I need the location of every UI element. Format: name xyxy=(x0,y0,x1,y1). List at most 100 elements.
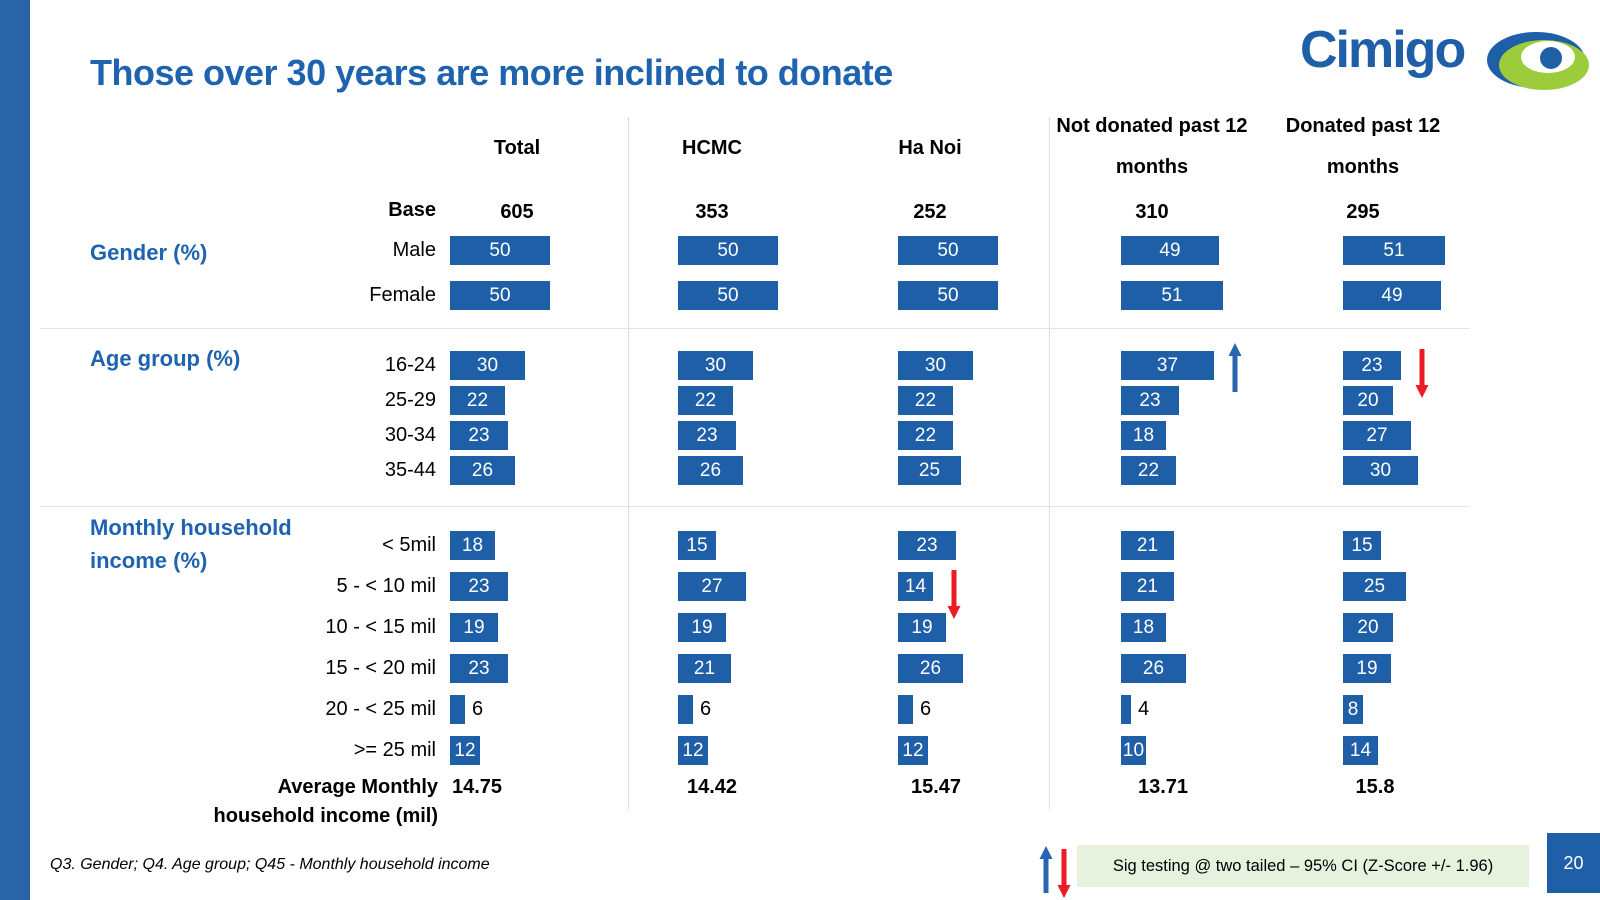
column-header: Ha Noi xyxy=(898,137,962,159)
row-label: 15 - < 20 mil xyxy=(325,657,436,679)
bar-value: 6 xyxy=(472,698,484,720)
bar: 23 xyxy=(450,421,508,450)
bar: 22 xyxy=(450,386,505,415)
bar: 50 xyxy=(678,236,778,265)
bar: 19 xyxy=(678,613,726,642)
row-label: 10 - < 15 mil xyxy=(325,616,436,638)
section-caption: Gender (%) xyxy=(90,240,208,265)
bar: 25 xyxy=(898,456,961,485)
bar-value: 20 xyxy=(1357,617,1379,638)
bar: 37 xyxy=(1121,351,1214,380)
bar-value: 25 xyxy=(1363,576,1386,597)
bar: 22 xyxy=(898,386,953,415)
bar-value: 30 xyxy=(924,355,947,376)
bar: 50 xyxy=(450,236,550,265)
bar: 50 xyxy=(898,281,998,310)
average-value: 15.47 xyxy=(910,776,962,798)
bar-value: 22 xyxy=(466,390,489,411)
row-label: < 5mil xyxy=(382,534,436,556)
bar-value: 22 xyxy=(694,390,717,411)
bar-value: 23 xyxy=(468,425,490,446)
bar: 21 xyxy=(1121,531,1174,560)
bar: 18 xyxy=(1121,421,1166,450)
bar-value: 18 xyxy=(461,535,484,556)
bar: 51 xyxy=(1121,281,1223,310)
sig-arrow-down-icon xyxy=(1414,349,1430,399)
bar-value: 19 xyxy=(911,617,933,638)
bar: 20 xyxy=(1343,613,1393,642)
average-value: 13.71 xyxy=(1137,776,1189,798)
bar: 15 xyxy=(1343,531,1381,560)
bar-value: 15 xyxy=(686,535,708,556)
bar-value: 12 xyxy=(454,740,476,761)
section-divider xyxy=(40,328,1470,329)
bar: 23 xyxy=(678,421,736,450)
bar: 22 xyxy=(898,421,953,450)
bar: 26 xyxy=(898,654,963,683)
bar: 20 xyxy=(1343,386,1393,415)
row-label: 35-44 xyxy=(384,459,436,481)
bar: 18 xyxy=(1121,613,1166,642)
bar-value: 15 xyxy=(1351,535,1373,556)
bar: 10 xyxy=(1121,736,1146,765)
row-label: 30-34 xyxy=(384,424,436,446)
row-label: 5 - < 10 mil xyxy=(336,575,436,597)
row-label: 20 - < 25 mil xyxy=(325,698,436,720)
page-number: 20 xyxy=(1547,833,1600,893)
bar-value: 26 xyxy=(471,460,494,481)
bar: 22 xyxy=(678,386,733,415)
bar-value: 26 xyxy=(1142,658,1165,679)
bar: 30 xyxy=(1343,456,1418,485)
section-caption: Age group (%) xyxy=(90,346,241,371)
bar: 12 xyxy=(898,736,928,765)
bar-value: 20 xyxy=(1357,390,1379,411)
bar-value: 14 xyxy=(1349,740,1372,761)
bar-value: 51 xyxy=(1383,240,1405,261)
bar-value: 4 xyxy=(1138,698,1150,720)
bar-value: 50 xyxy=(937,240,959,261)
bar: 22 xyxy=(1121,456,1176,485)
bar-value: 18 xyxy=(1132,425,1155,446)
bar: 12 xyxy=(678,736,708,765)
bar: 30 xyxy=(898,351,973,380)
bar xyxy=(678,695,693,724)
column-header: Not donated past 12 xyxy=(1056,115,1248,137)
base-value: 252 xyxy=(913,201,947,223)
column-header: Donated past 12 xyxy=(1285,115,1441,137)
bar-value: 50 xyxy=(937,285,959,306)
left-accent-stripe xyxy=(0,0,30,900)
section-divider xyxy=(40,506,1470,507)
row-label: Male xyxy=(392,239,436,261)
bar-value: 26 xyxy=(919,658,942,679)
bar-value: 10 xyxy=(1122,740,1145,761)
average-value: 15.8 xyxy=(1355,776,1395,798)
row-label: Female xyxy=(369,284,436,306)
bar-value: 30 xyxy=(704,355,727,376)
bar: 12 xyxy=(450,736,480,765)
bar: 30 xyxy=(678,351,753,380)
bar-value: 22 xyxy=(914,390,937,411)
base-label: Base xyxy=(388,199,436,221)
bar: 49 xyxy=(1121,236,1219,265)
bar: 23 xyxy=(1121,386,1179,415)
bar: 51 xyxy=(1343,236,1445,265)
bar-value: 51 xyxy=(1161,285,1183,306)
bar-value: 30 xyxy=(476,355,499,376)
footnote: Q3. Gender; Q4. Age group; Q45 - Monthly… xyxy=(50,856,490,873)
bar-value: 37 xyxy=(1156,355,1179,376)
bar: 25 xyxy=(1343,572,1406,601)
column-header: HCMC xyxy=(682,137,742,159)
bar-value: 30 xyxy=(1369,460,1392,481)
bar: 23 xyxy=(898,531,956,560)
column-header: months xyxy=(1115,156,1189,178)
bar: 14 xyxy=(1343,736,1378,765)
base-value: 310 xyxy=(1135,201,1169,223)
sig-testing-note: Sig testing @ two tailed – 95% CI (Z-Sco… xyxy=(1077,845,1529,887)
bar-value: 12 xyxy=(902,740,924,761)
bar: 18 xyxy=(450,531,495,560)
bar: 21 xyxy=(678,654,731,683)
bar-value: 21 xyxy=(1136,576,1159,597)
average-row-label-line1: Average Monthly xyxy=(277,776,438,798)
bar: 8 xyxy=(1343,695,1363,724)
bar xyxy=(450,695,465,724)
